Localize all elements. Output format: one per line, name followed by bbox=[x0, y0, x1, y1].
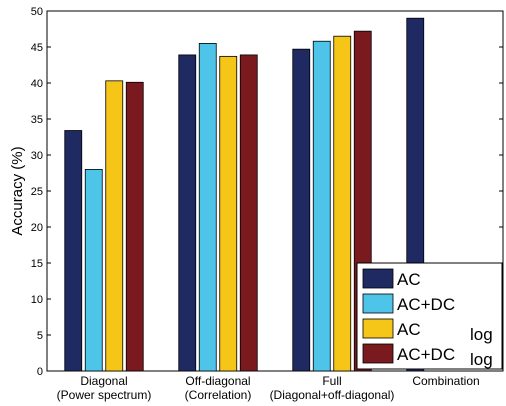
legend: AC AC+DC AC log AC+DC log bbox=[356, 262, 503, 370]
legend-label-subscript: log bbox=[470, 350, 493, 369]
legend-swatch bbox=[362, 293, 394, 314]
bar bbox=[292, 48, 311, 372]
bar bbox=[84, 168, 103, 372]
bar bbox=[219, 55, 238, 372]
x-tick-label-line2: (Correlation) bbox=[185, 388, 252, 402]
y-tick-label: 50 bbox=[31, 6, 43, 18]
y-tick-label: 45 bbox=[31, 42, 43, 54]
y-tick-label: 10 bbox=[31, 294, 43, 306]
y-tick-label: 40 bbox=[31, 78, 43, 90]
bar bbox=[64, 130, 83, 372]
legend-swatch bbox=[362, 318, 394, 339]
bar bbox=[239, 54, 258, 372]
x-tick-label-line2: (Power spectrum) bbox=[57, 388, 152, 402]
y-axis-label: Accuracy (%) bbox=[9, 146, 26, 235]
y-tick-label: 15 bbox=[31, 258, 43, 270]
x-tick-label: Diagonal bbox=[80, 374, 127, 388]
bar bbox=[333, 35, 352, 372]
legend-label: AC bbox=[397, 270, 421, 289]
legend-label-subscript: log bbox=[470, 325, 493, 344]
bar bbox=[178, 54, 197, 372]
bar bbox=[198, 43, 217, 372]
legend-label: AC bbox=[397, 320, 421, 339]
x-tick-label: Off-diagonal bbox=[185, 374, 250, 388]
x-axis: Diagonal(Power spectrum) Off-diagonal(Cor… bbox=[57, 374, 480, 402]
x-tick-label: Combination bbox=[412, 374, 479, 388]
y-tick-label: 5 bbox=[37, 330, 43, 342]
bar bbox=[105, 80, 124, 372]
y-tick-label: 35 bbox=[31, 114, 43, 126]
y-axis: 0 5 10 15 20 25 30 35 40 45 50 bbox=[31, 6, 503, 378]
y-tick-label: 30 bbox=[31, 150, 43, 162]
legend-label: AC+DC bbox=[397, 295, 455, 314]
bar bbox=[125, 81, 144, 372]
x-tick-label-line2: (Diagonal+off-diagonal) bbox=[270, 388, 395, 402]
legend-label: AC+DC bbox=[397, 345, 455, 364]
y-tick-label: 0 bbox=[37, 366, 43, 378]
x-tick-label: Full bbox=[322, 374, 341, 388]
legend-swatch bbox=[362, 343, 394, 364]
y-tick-label: 25 bbox=[31, 186, 43, 198]
bar bbox=[312, 40, 331, 372]
legend-swatch bbox=[362, 268, 394, 289]
y-tick-label: 20 bbox=[31, 222, 43, 234]
